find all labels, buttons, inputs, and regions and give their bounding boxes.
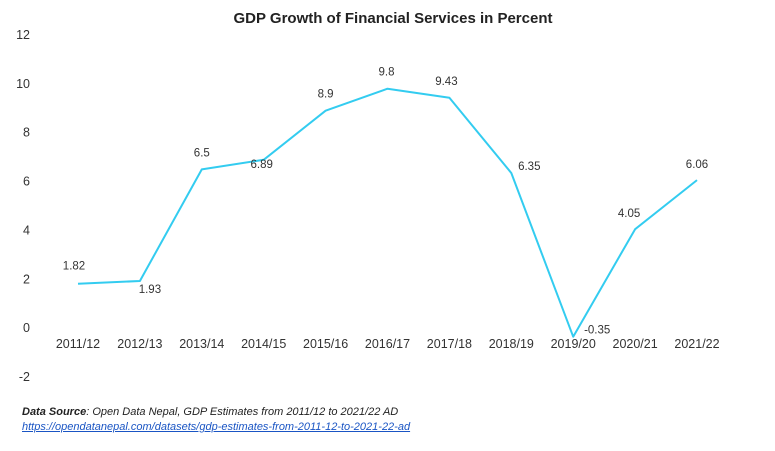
x-tick-label: 2014/15: [241, 337, 286, 351]
x-tick-label: 2015/16: [303, 337, 348, 351]
source-label: Data Source: [22, 406, 87, 418]
data-label: 9.43: [435, 76, 457, 88]
line-chart: GDP Growth of Financial Services in Perc…: [16, 10, 720, 384]
y-tick-label: -2: [19, 370, 30, 384]
data-label: 1.82: [63, 261, 85, 273]
x-tick-label: 2019/20: [551, 337, 596, 351]
x-tick-label: 2011/12: [56, 337, 100, 351]
y-tick-label: 12: [16, 28, 30, 42]
data-label: -0.35: [584, 325, 610, 337]
data-label: 6.89: [251, 159, 273, 171]
y-tick-label: 0: [23, 321, 30, 335]
y-tick-label: 2: [23, 272, 30, 286]
data-label: 4.05: [618, 208, 640, 220]
x-tick-label: 2021/22: [674, 337, 719, 351]
data-label: 6.06: [686, 159, 708, 171]
y-tick-label: 4: [23, 223, 30, 237]
x-tick-label: 2018/19: [489, 337, 534, 351]
x-tick-label: 2012/13: [117, 337, 162, 351]
y-tick-label: 8: [23, 126, 30, 140]
data-label: 9.8: [379, 67, 395, 79]
x-tick-label: 2016/17: [365, 337, 410, 351]
y-tick-label: 10: [16, 77, 30, 91]
x-tick-label: 2017/18: [427, 337, 472, 351]
y-tick-label: 6: [23, 175, 30, 189]
x-axis: 2011/12 2012/13 2013/14 2014/15 2015/16 2016/…: [56, 337, 720, 351]
y-axis: -2 0 2 4 6 8 10 12: [16, 28, 30, 384]
data-label: 6.35: [518, 161, 540, 173]
data-source-note: Data Source: Open Data Nepal, GDP Estima…: [22, 405, 410, 435]
data-label: 6.5: [194, 147, 210, 159]
chart-title: GDP Growth of Financial Services in Perc…: [234, 10, 553, 27]
x-tick-label: 2020/21: [613, 337, 658, 351]
x-tick-label: 2013/14: [179, 337, 224, 351]
data-label: 1.93: [139, 284, 161, 296]
data-label: 8.9: [318, 89, 334, 101]
data-labels: 1.82 1.93 6.5 6.89 8.9 9.8 9.43 6.35 -0.35 4.05 6.…: [63, 67, 708, 337]
source-text: : Open Data Nepal, GDP Estimates from 20…: [86, 406, 399, 418]
source-link[interactable]: https://opendatanepal.com/datasets/gdp-e…: [22, 421, 411, 433]
series-line: [77, 87, 698, 338]
